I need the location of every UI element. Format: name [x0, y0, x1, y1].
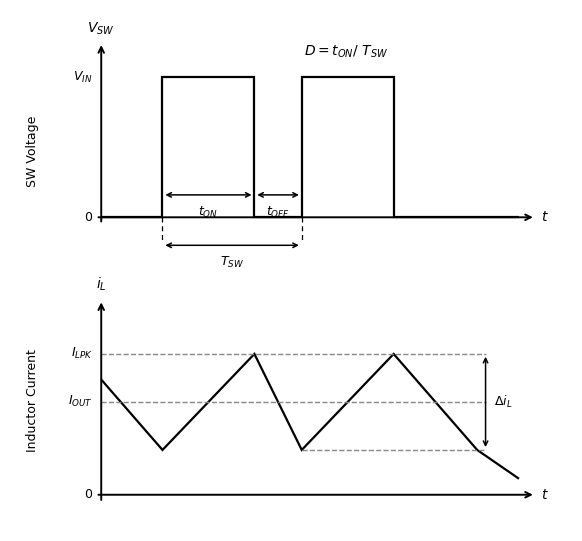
Text: SW Voltage: SW Voltage — [26, 116, 40, 187]
Text: $0$: $0$ — [84, 488, 93, 502]
Text: $I_{OUT}$: $I_{OUT}$ — [68, 394, 93, 410]
Text: $V_{SW}$: $V_{SW}$ — [87, 20, 115, 37]
Text: $D = t_{ON}/\ T_{SW}$: $D = t_{ON}/\ T_{SW}$ — [304, 44, 388, 60]
Text: $\Delta i_{L}$: $\Delta i_{L}$ — [494, 394, 512, 410]
Text: $i_{L}$: $i_{L}$ — [96, 276, 107, 293]
Text: Inductor Current: Inductor Current — [26, 349, 40, 452]
Text: $t_{OFF}$: $t_{OFF}$ — [266, 204, 290, 220]
Text: $t$: $t$ — [541, 488, 549, 502]
Text: $t_{ON}$: $t_{ON}$ — [198, 204, 218, 220]
Text: $0$: $0$ — [84, 211, 93, 224]
Text: $t$: $t$ — [541, 210, 549, 225]
Text: $I_{LPK}$: $I_{LPK}$ — [71, 346, 93, 361]
Text: $V_{IN}$: $V_{IN}$ — [73, 70, 93, 85]
Text: $T_{SW}$: $T_{SW}$ — [220, 255, 244, 270]
